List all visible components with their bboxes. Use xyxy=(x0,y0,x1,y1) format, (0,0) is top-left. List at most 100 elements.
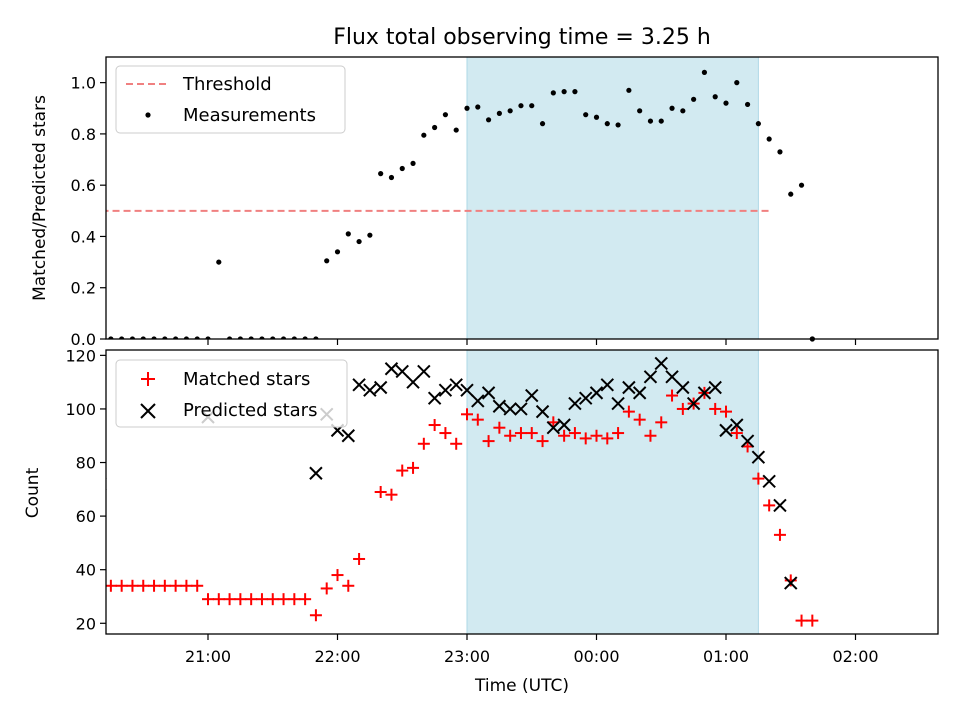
predicted-star-point xyxy=(784,576,798,590)
matched-star-point xyxy=(763,499,776,512)
matched-star-point xyxy=(191,579,204,592)
measurement-point xyxy=(421,132,427,138)
predicted-star-point xyxy=(51,390,63,402)
matched-star-point xyxy=(558,429,571,442)
predicted-star-point xyxy=(676,380,690,395)
measurement-point xyxy=(798,182,805,188)
matched-star-point xyxy=(374,486,387,498)
top-x-ticks xyxy=(207,339,857,345)
matched-star-point xyxy=(245,593,258,606)
matched-star-point xyxy=(320,582,333,595)
bottom-x-tick-label: 23:00 xyxy=(444,647,490,666)
matched-star-point xyxy=(51,513,63,525)
bottom-x-tick-label: 21:00 xyxy=(185,647,231,666)
predicted-star-point xyxy=(697,386,712,400)
top-legend: Threshold Measurements xyxy=(115,65,346,134)
bottom-y-ticks: 20 40 60 80 100 120 xyxy=(65,346,106,633)
matched-star-point xyxy=(40,542,52,554)
matched-star-point xyxy=(385,488,398,501)
measurement-point xyxy=(583,112,589,118)
bottom-x-axis-label: Time (UTC) xyxy=(474,676,569,696)
matched-star-point xyxy=(644,429,657,442)
measurement-point xyxy=(65,167,70,172)
matched-star-point xyxy=(579,432,592,445)
predicted-star-point xyxy=(481,386,496,400)
matched-star-point xyxy=(525,427,538,440)
measurement-point xyxy=(518,103,524,109)
top-plot-area xyxy=(22,57,815,339)
measurement-point xyxy=(464,105,470,111)
bottom-legend: Matched stars Predicted stars xyxy=(115,359,348,428)
matched-star-point xyxy=(504,429,517,442)
matched-star-point xyxy=(612,427,625,440)
bottom-panel: 20 40 60 80 100 120 21:00 22:00 23:00 00:00 01:00… xyxy=(19,346,939,696)
predicted-star-point xyxy=(611,396,625,411)
predicted-star-point xyxy=(622,380,636,395)
measurement-point xyxy=(22,174,27,179)
predicted-star-point xyxy=(417,364,431,379)
measurement-point xyxy=(723,100,729,106)
predicted-star-point xyxy=(762,474,776,488)
bottom-axes-frame xyxy=(105,349,939,635)
predicted-star-point xyxy=(514,402,528,416)
measurement-point xyxy=(809,336,815,342)
predicted-star-point xyxy=(406,375,420,389)
measurement-point xyxy=(475,104,481,110)
measurement-point xyxy=(453,127,459,133)
matched-star-point xyxy=(299,593,312,606)
measurement-point xyxy=(507,108,513,114)
measurement-point xyxy=(356,238,362,245)
matched-star-point xyxy=(407,461,420,474)
measurement-point xyxy=(561,89,567,95)
measurement-point xyxy=(97,216,102,221)
predicted-star-point xyxy=(19,569,31,581)
matched-star-point xyxy=(730,427,743,440)
measurement-point xyxy=(777,149,783,155)
matched-star-point xyxy=(169,579,182,592)
bottom-y-tick-label: 20 xyxy=(76,614,96,633)
matched-star-point xyxy=(29,580,41,592)
predicted-star-point xyxy=(438,383,453,397)
matched-star-point xyxy=(277,593,290,606)
bottom-legend-frame xyxy=(115,359,348,428)
predicted-star-point xyxy=(719,423,733,438)
matched-star-point xyxy=(106,584,107,587)
measurement-point xyxy=(399,165,405,172)
predicted-star-point xyxy=(773,498,787,513)
measurement-point xyxy=(712,94,718,100)
measurement-point xyxy=(593,114,600,120)
bottom-plot-area xyxy=(19,350,819,634)
measurement-point xyxy=(744,101,751,108)
measurement-point xyxy=(410,160,416,166)
matched-star-point xyxy=(19,607,31,619)
predicted-star-point xyxy=(471,394,485,408)
legend-measurements-swatch xyxy=(145,112,151,118)
matched-star-point xyxy=(514,427,527,440)
legend-matched-swatch xyxy=(141,372,155,386)
predicted-star-point xyxy=(708,380,722,395)
predicted-star-point xyxy=(643,370,658,384)
measurement-point xyxy=(691,96,697,102)
matched-star-point xyxy=(417,437,430,450)
measurement-point xyxy=(734,80,740,86)
measurement-point xyxy=(485,117,492,123)
matched-star-point xyxy=(471,413,484,426)
predicted-star-point xyxy=(579,391,593,405)
matched-star-point xyxy=(439,427,452,440)
top-y-tick-label: 0.2 xyxy=(71,279,96,298)
matched-star-point xyxy=(655,416,668,429)
predicted-star-point xyxy=(632,386,647,400)
predicted-star-point xyxy=(740,434,755,448)
matched-star-point xyxy=(428,419,441,432)
predicted-star-point xyxy=(730,418,744,432)
matched-star-point xyxy=(126,579,139,592)
top-y-axis-label: Matched/Predicted stars xyxy=(30,95,50,301)
bottom-x-tick-label: 01:00 xyxy=(703,647,749,666)
matched-star-point xyxy=(342,579,355,592)
predicted-star-point xyxy=(373,380,388,395)
matched-star-point xyxy=(234,593,247,606)
matched-star-point xyxy=(773,528,786,541)
matched-star-point xyxy=(353,552,366,565)
predicted-star-point xyxy=(460,383,474,397)
